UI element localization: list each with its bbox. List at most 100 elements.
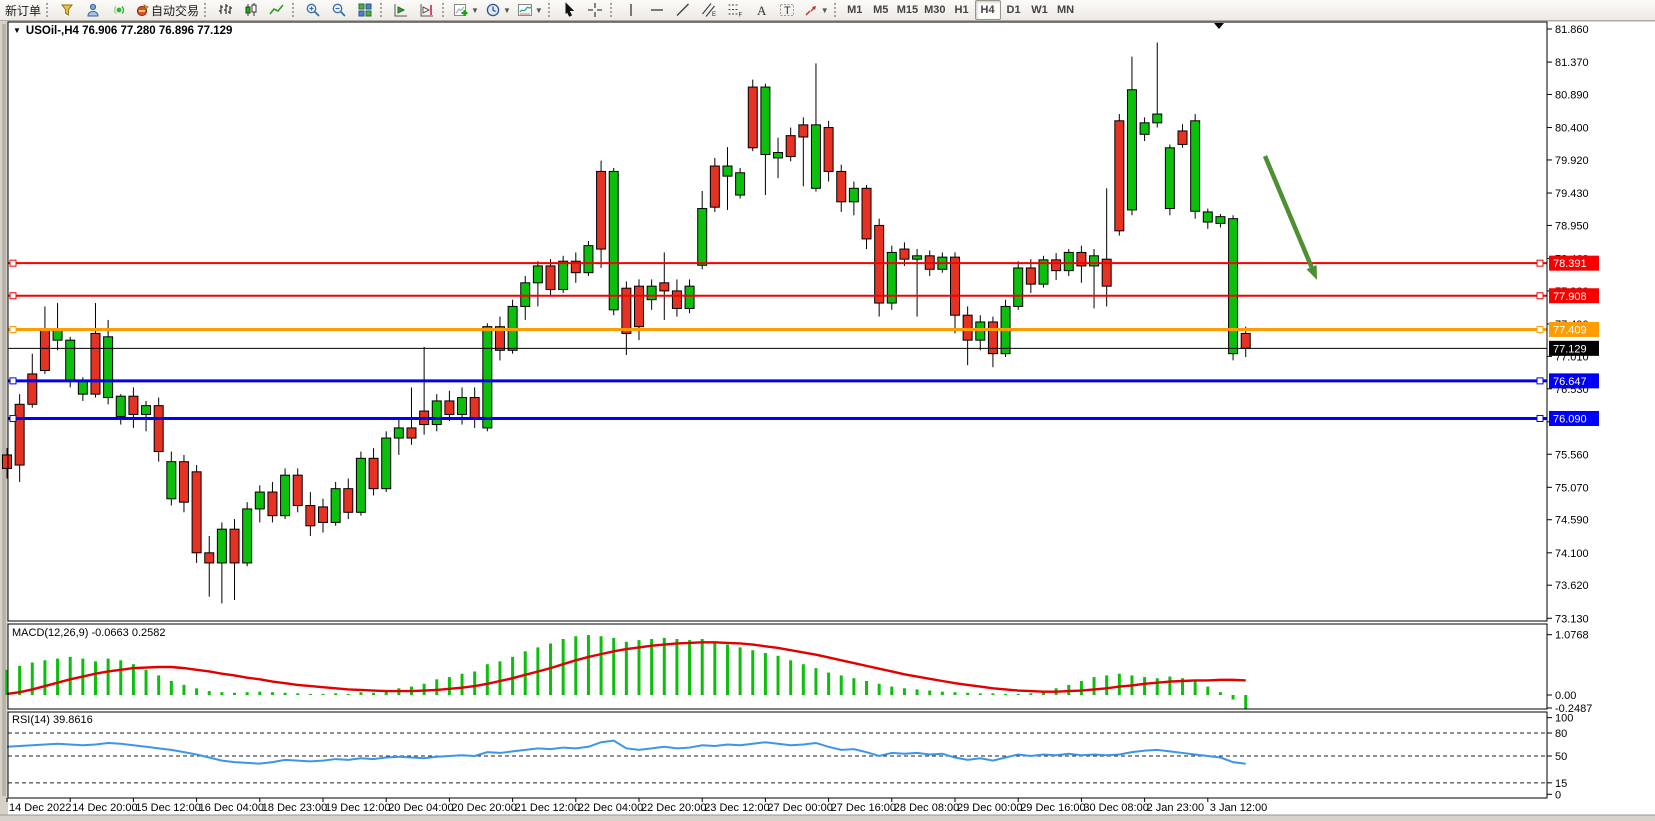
trendline-icon — [676, 3, 689, 16]
svg-text:15: 15 — [1555, 778, 1567, 790]
chevron-down-icon[interactable]: ▼ — [820, 5, 829, 15]
styler-button[interactable] — [54, 0, 80, 20]
svg-text:27 Dec 16:00: 27 Dec 16:00 — [831, 802, 896, 814]
svg-text:20 Dec 04:00: 20 Dec 04:00 — [388, 802, 453, 814]
chevron-down-icon[interactable]: ▼ — [534, 5, 543, 15]
cursor-button[interactable] — [556, 0, 582, 20]
toolbar-separator — [204, 3, 210, 17]
toolbar-separator — [609, 3, 616, 17]
zoom-in-icon — [306, 3, 320, 17]
auto-scroll-button[interactable] — [388, 0, 414, 20]
candle-chart-button[interactable] — [238, 0, 264, 20]
toolbar-group — [556, 0, 608, 21]
svg-text:20 Dec 20:00: 20 Dec 20:00 — [451, 802, 516, 814]
svg-text:15 Dec 12:00: 15 Dec 12:00 — [135, 802, 200, 814]
hline-icon — [650, 9, 663, 11]
chart-shift-icon — [420, 4, 434, 17]
timeframe-label: H4 — [980, 4, 995, 16]
svg-text:75.560: 75.560 — [1555, 449, 1589, 461]
symbol-collapse-icon[interactable]: ▼ — [13, 26, 21, 35]
line-handle[interactable] — [9, 414, 17, 422]
fibonacci-button[interactable]: F — [722, 0, 748, 20]
crosshair-button[interactable] — [582, 0, 608, 20]
tile-windows-button[interactable] — [352, 0, 378, 20]
market-watch-button[interactable] — [80, 0, 106, 20]
candlestick-series — [2, 42, 1251, 604]
period-button[interactable]: ▼ — [482, 0, 514, 20]
chart-line-icon — [269, 4, 284, 15]
drawn-arrow[interactable] — [1262, 155, 1314, 268]
new-order-button[interactable]: 新订单 — [2, 0, 44, 20]
tf-m15[interactable]: M15 — [894, 0, 921, 20]
line-handle[interactable] — [9, 259, 17, 267]
line-handle[interactable] — [9, 292, 17, 300]
cursor-icon — [565, 2, 575, 17]
auto-trading-button[interactable]: 自动交易 — [132, 0, 202, 20]
shapes-button[interactable]: ▼ — [800, 0, 832, 20]
zoom-out-button[interactable] — [326, 0, 352, 20]
drawn-arrow-head[interactable] — [1306, 264, 1317, 280]
vertical-line-button[interactable] — [618, 0, 644, 20]
svg-text:77.129: 77.129 — [1553, 343, 1587, 355]
tf-mn[interactable]: MN — [1053, 0, 1079, 20]
svg-text:80: 80 — [1555, 728, 1567, 740]
tf-d1[interactable]: D1 — [1001, 0, 1027, 20]
rsi-pane-border — [7, 711, 1548, 799]
svg-text:3 Jan 12:00: 3 Jan 12:00 — [1210, 802, 1268, 814]
svg-text:21 Dec 12:00: 21 Dec 12:00 — [515, 802, 580, 814]
tf-h4[interactable]: H4 — [974, 0, 1001, 20]
svg-text:2 Jan 23:00: 2 Jan 23:00 — [1147, 802, 1205, 814]
chart-shift-button[interactable] — [414, 0, 440, 20]
rsi-indicator-label: RSI(14) 39.8616 — [12, 714, 93, 726]
tf-w1[interactable]: W1 — [1027, 0, 1053, 20]
new-chart-button[interactable]: ▼ — [450, 0, 482, 20]
svg-text:73.620: 73.620 — [1555, 580, 1589, 592]
tile-windows-icon — [358, 3, 372, 17]
line-handle[interactable] — [9, 377, 17, 385]
chevron-down-icon[interactable]: ▼ — [502, 5, 511, 15]
zoom-in-button[interactable] — [300, 0, 326, 20]
horizontal-line-button[interactable] — [644, 0, 670, 20]
tf-m1[interactable]: M1 — [842, 0, 868, 20]
pane-splitter-grip[interactable] — [2, 24, 6, 796]
price-axis: 81.860 81.370 80.890 80.400 79.920 79.430 78.9… — [1547, 24, 1599, 801]
line-handle[interactable] — [9, 325, 17, 333]
tf-m5[interactable]: M5 — [868, 0, 894, 20]
toolbar-separator — [833, 3, 840, 17]
person-icon — [87, 3, 99, 17]
horizontal-level-lines[interactable] — [8, 259, 1547, 422]
signals-button[interactable] — [106, 0, 132, 20]
chevron-down-icon[interactable]: ▼ — [471, 5, 479, 15]
toolbar-separator — [380, 3, 386, 17]
svg-text:22 Dec 04:00: 22 Dec 04:00 — [578, 802, 643, 814]
line-handle[interactable] — [1536, 414, 1544, 422]
line-chart-button[interactable] — [264, 0, 290, 20]
bar-chart-button[interactable] — [212, 0, 238, 20]
channel-button[interactable]: E — [696, 0, 722, 20]
templates-button[interactable]: ▼ — [514, 0, 546, 20]
svg-text:29 Dec 00:00: 29 Dec 00:00 — [957, 802, 1022, 814]
text-button[interactable]: A — [748, 0, 774, 20]
line-handle[interactable] — [1536, 292, 1544, 300]
price-tag — [1549, 340, 1599, 356]
tf-h1[interactable]: H1 — [949, 0, 975, 20]
svg-text:78.391: 78.391 — [1553, 258, 1587, 270]
toolbar-button-label: 自动交易 — [151, 3, 200, 18]
svg-text:78.950: 78.950 — [1555, 220, 1589, 232]
trendline-button[interactable] — [670, 0, 696, 20]
timeframe-label: W1 — [1031, 4, 1048, 16]
line-handle[interactable] — [1536, 259, 1544, 267]
line-handle[interactable] — [1536, 377, 1544, 385]
macd-pane-border — [7, 623, 1548, 710]
svg-text:80.890: 80.890 — [1555, 89, 1589, 101]
main-pane-border — [7, 21, 1548, 622]
line-handle[interactable] — [1536, 325, 1544, 333]
timeframe-label: D1 — [1006, 4, 1021, 16]
chart-shift-marker[interactable] — [1214, 23, 1224, 29]
price-tag — [1549, 321, 1599, 337]
new-chart-icon — [454, 4, 468, 16]
text-label-button[interactable]: T — [774, 0, 800, 20]
tf-m30[interactable]: M30 — [921, 0, 948, 20]
svg-text:81.370: 81.370 — [1555, 57, 1589, 69]
